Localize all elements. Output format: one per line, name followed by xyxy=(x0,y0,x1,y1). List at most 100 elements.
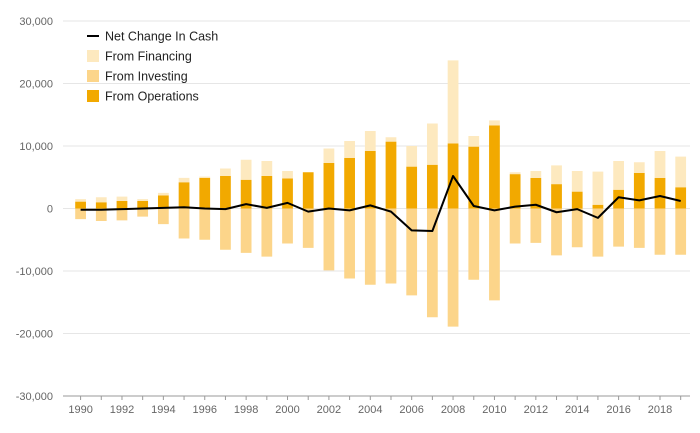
bar-from-investing xyxy=(302,208,314,248)
bar-from-investing xyxy=(489,208,500,301)
x-tick-label: 1994 xyxy=(151,404,175,416)
bar-from-financing xyxy=(344,141,355,158)
x-tick-label: 2018 xyxy=(648,404,672,416)
bar-from-financing xyxy=(157,192,169,196)
bar-from-investing xyxy=(344,208,355,279)
bar-from-operations xyxy=(220,176,231,209)
x-axis-tick-labels: 1990 1992 1994 1996 1998 2000 2002 2004 2006 2008… xyxy=(68,404,672,416)
x-tick-label: 1990 xyxy=(68,404,92,416)
x-tick-label: 1992 xyxy=(110,404,134,416)
bar-from-investing xyxy=(240,208,252,253)
bar-from-operations xyxy=(157,195,169,209)
legend-swatch xyxy=(87,70,99,82)
bar-from-operations xyxy=(509,174,521,209)
bar-from-operations xyxy=(137,201,149,209)
bar-from-financing xyxy=(95,197,107,203)
bar-from-financing xyxy=(178,177,190,183)
x-tick-label: 1996 xyxy=(193,404,217,416)
bar-from-investing xyxy=(199,208,211,240)
y-tick-label: -20,000 xyxy=(16,329,53,341)
y-tick-label: 20,000 xyxy=(19,79,53,91)
bar-from-investing xyxy=(261,208,273,257)
bar-from-investing xyxy=(364,208,376,285)
bar-from-investing xyxy=(654,208,666,255)
bar-from-operations xyxy=(199,177,211,209)
bar-from-investing xyxy=(406,208,418,296)
bar-from-operations xyxy=(364,151,376,209)
x-axis-ticks xyxy=(80,396,682,400)
bar-from-financing xyxy=(530,171,542,178)
bar-from-financing xyxy=(240,159,252,180)
bar-from-operations xyxy=(675,187,687,209)
bar-from-financing xyxy=(426,123,438,165)
bar-from-financing xyxy=(220,168,231,176)
bar-from-operations xyxy=(344,157,355,209)
x-tick-label: 2002 xyxy=(317,404,341,416)
y-tick-label: 10,000 xyxy=(19,141,53,153)
y-tick-label: -10,000 xyxy=(16,266,53,278)
legend-swatch xyxy=(87,50,99,62)
legend-label: Net Change In Cash xyxy=(105,30,218,44)
bar-from-investing xyxy=(509,208,521,244)
y-tick-label: -30,000 xyxy=(16,391,53,403)
bar-from-operations xyxy=(261,176,273,209)
bar-from-operations xyxy=(178,182,190,209)
bar-from-financing xyxy=(675,156,687,188)
bar-from-investing xyxy=(282,208,293,244)
bar-from-investing xyxy=(75,208,86,220)
y-axis-tick-labels: 30,000 20,000 10,000 0 -10,000 -20,000 -30,000 xyxy=(16,16,53,403)
bar-from-financing xyxy=(489,120,500,126)
bar-from-operations xyxy=(323,162,335,209)
bar-from-financing xyxy=(75,199,86,202)
bar-from-operations xyxy=(530,177,542,209)
bar-from-investing xyxy=(137,208,149,217)
bar-from-investing xyxy=(116,208,128,221)
bar-from-financing xyxy=(447,60,459,144)
bar-from-operations xyxy=(468,146,480,209)
bar-from-financing xyxy=(592,171,604,205)
x-tick-label: 2012 xyxy=(524,404,548,416)
bar-from-investing xyxy=(551,208,562,256)
x-tick-label: 2014 xyxy=(565,404,589,416)
legend-item-net-change-in-cash: Net Change In Cash xyxy=(87,30,218,44)
y-tick-label: 30,000 xyxy=(19,16,53,28)
bar-from-investing xyxy=(220,208,231,250)
bar-from-financing xyxy=(551,165,562,185)
bar-from-financing xyxy=(509,172,521,175)
legend-item-from-operations: From Operations xyxy=(87,90,199,104)
x-tick-label: 2008 xyxy=(441,404,465,416)
x-tick-label: 1998 xyxy=(234,404,258,416)
bar-from-financing xyxy=(633,162,645,173)
bar-from-financing xyxy=(323,148,335,163)
x-tick-label: 2006 xyxy=(399,404,423,416)
bar-from-operations xyxy=(571,191,583,209)
bar-from-operations xyxy=(95,202,107,209)
bar-from-financing xyxy=(385,137,397,142)
bar-from-investing xyxy=(426,208,438,318)
line-net-change-in-cash xyxy=(80,175,681,232)
bar-from-operations xyxy=(592,204,604,209)
bar-from-operations xyxy=(116,201,128,209)
bar-from-investing xyxy=(613,208,624,247)
bar-from-operations xyxy=(240,179,252,209)
legend-label: From Investing xyxy=(105,70,188,84)
bar-from-operations xyxy=(613,189,624,209)
bar-from-investing xyxy=(468,208,480,280)
bar-from-operations xyxy=(426,164,438,209)
bar-from-operations xyxy=(282,178,293,209)
bar-from-operations xyxy=(633,172,645,209)
bar-from-financing xyxy=(364,131,376,151)
bar-from-investing xyxy=(571,208,583,248)
legend-label: From Operations xyxy=(105,90,199,104)
bar-from-operations xyxy=(302,172,314,209)
bar-from-investing xyxy=(633,208,645,248)
legend-label: From Financing xyxy=(105,50,192,64)
legend: Net Change In Cash From Financing From Inv… xyxy=(87,30,218,104)
bar-from-investing xyxy=(385,208,397,284)
bar-from-financing xyxy=(406,146,418,167)
x-tick-label: 2000 xyxy=(275,404,299,416)
bar-from-financing xyxy=(613,161,624,190)
bar-from-operations xyxy=(654,177,666,209)
bar-from-financing xyxy=(468,136,480,147)
